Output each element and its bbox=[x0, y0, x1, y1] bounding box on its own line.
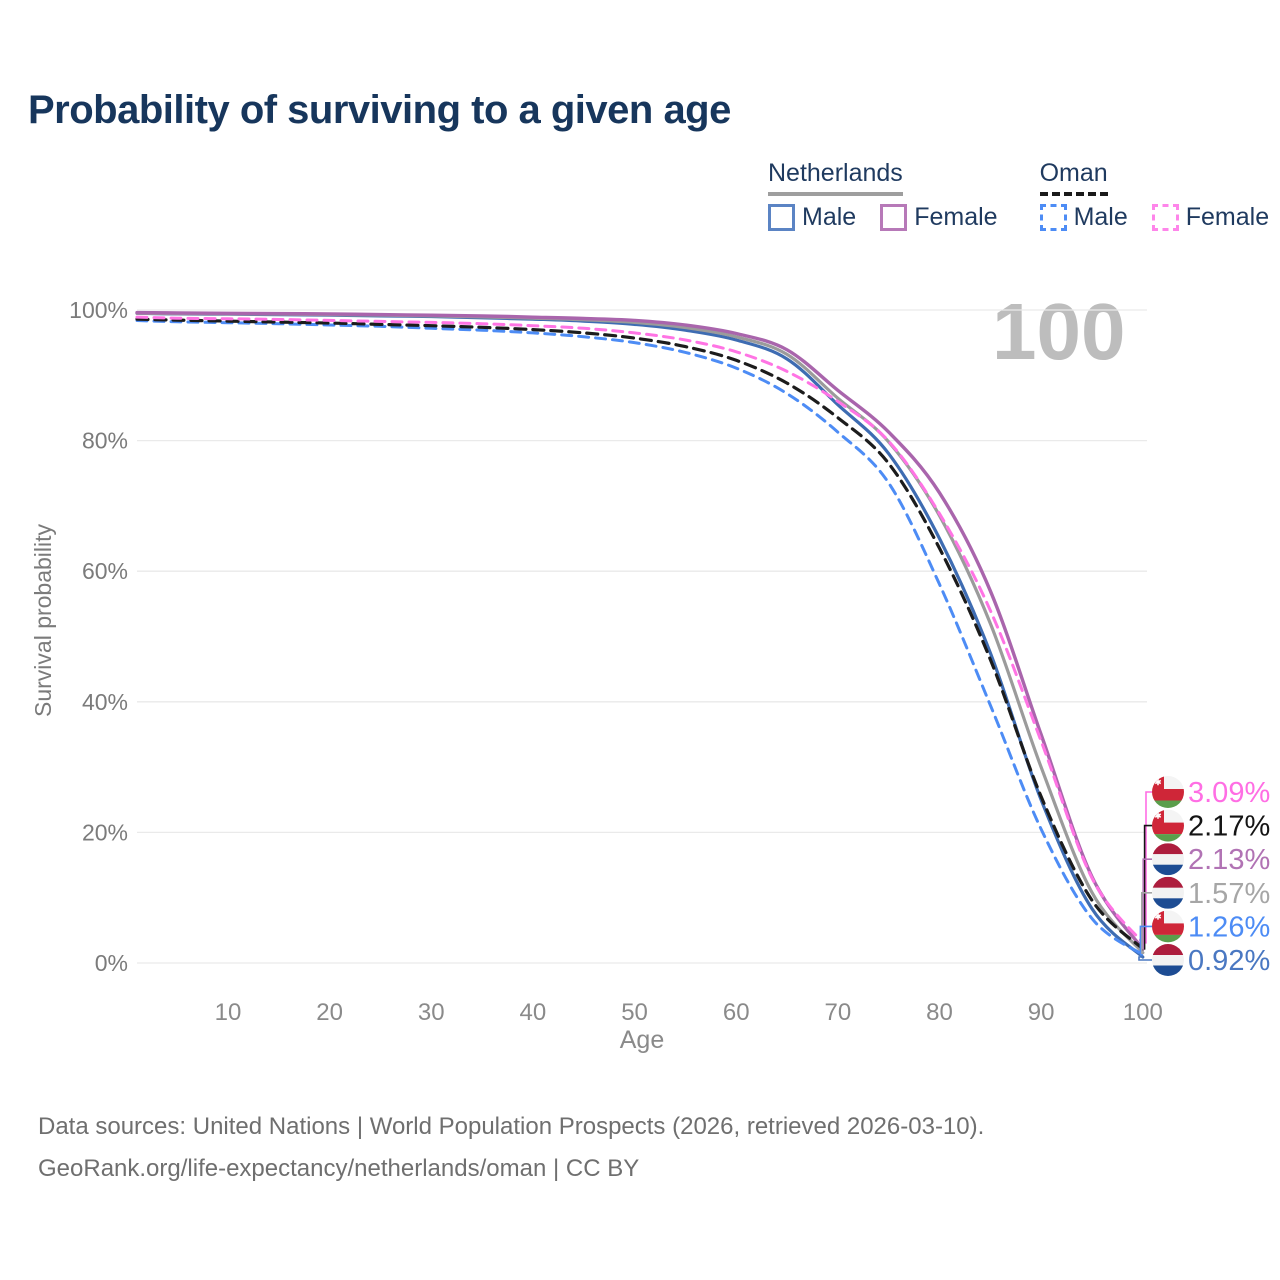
end-label-oman-all: 2.17% bbox=[1188, 811, 1270, 843]
oman-female-swatch-icon bbox=[1151, 203, 1179, 231]
x-tick-label: 90 bbox=[1028, 999, 1055, 1026]
leader-line-netherlands-male bbox=[1138, 956, 1152, 961]
x-tick-label: 10 bbox=[215, 999, 242, 1026]
y-tick-label: 0% bbox=[95, 950, 128, 976]
flag-icon-oman bbox=[1152, 910, 1184, 943]
leader-line-netherlands-all bbox=[1141, 892, 1152, 954]
flag-icon-oman bbox=[1152, 776, 1184, 808]
oman-male-swatch-icon bbox=[1039, 203, 1067, 231]
legend-item-oman-male[interactable]: Male bbox=[1039, 202, 1128, 232]
x-tick-label: 70 bbox=[824, 999, 851, 1026]
footer: Data sources: United Nations | World Pop… bbox=[38, 1106, 984, 1190]
y-tick-label: 100% bbox=[69, 297, 128, 323]
end-label-netherlands-female: 2.13% bbox=[1188, 844, 1270, 876]
flag-icon-netherlands bbox=[1152, 876, 1184, 909]
leader-line-netherlands-female bbox=[1142, 858, 1152, 950]
y-tick-label: 40% bbox=[82, 689, 128, 715]
curve-netherlands-all bbox=[135, 311, 1145, 955]
legend-item-netherlands-female[interactable]: Female bbox=[880, 202, 998, 232]
legend-item-label: Male bbox=[802, 202, 857, 231]
end-label-netherlands-male: 0.92% bbox=[1188, 945, 1270, 977]
x-tick-label: 80 bbox=[926, 999, 953, 1026]
leader-line-oman-all bbox=[1142, 824, 1152, 950]
legend-item-label: Female bbox=[914, 202, 998, 231]
legend-item-label: Female bbox=[1185, 202, 1270, 231]
y-tick-label: 60% bbox=[82, 558, 128, 584]
flag-icon-oman bbox=[1152, 809, 1184, 842]
x-tick-label: 20 bbox=[316, 999, 343, 1026]
y-tick-label: 20% bbox=[82, 819, 128, 845]
chart-title: Probability of surviving to a given age bbox=[28, 88, 731, 132]
legend-item-netherlands-male[interactable]: Male bbox=[768, 203, 856, 232]
legend: Netherlands Male Female Oman Male Female bbox=[768, 159, 1270, 232]
flag-icon-netherlands bbox=[1152, 843, 1184, 876]
y-tick-label: 80% bbox=[82, 428, 128, 454]
legend-group-name-netherlands: Netherlands bbox=[768, 159, 903, 196]
end-label-oman-male: 1.26% bbox=[1188, 911, 1270, 943]
legend-group-netherlands: Netherlands Male Female bbox=[768, 159, 998, 232]
legend-group-oman: Oman Male Female bbox=[1039, 159, 1270, 232]
x-axis-title: Age bbox=[619, 1026, 665, 1054]
x-tick-label: 40 bbox=[520, 999, 547, 1026]
end-label-oman-female: 3.09% bbox=[1188, 777, 1270, 809]
legend-group-name-oman: Oman bbox=[1039, 159, 1108, 196]
curve-netherlands-female bbox=[135, 310, 1145, 951]
x-tick-label: 60 bbox=[723, 999, 750, 1026]
legend-item-oman-female[interactable]: Female bbox=[1151, 202, 1270, 232]
flag-icon-netherlands bbox=[1152, 944, 1184, 976]
footer-attribution: GeoRank.org/life-expectancy/netherlands/… bbox=[38, 1155, 640, 1182]
curve-oman-all bbox=[135, 317, 1145, 951]
leader-line-oman-male bbox=[1139, 925, 1152, 956]
curve-oman-male bbox=[135, 318, 1145, 957]
x-tick-label: 100 bbox=[1123, 999, 1163, 1026]
end-label-netherlands-all: 1.57% bbox=[1188, 878, 1270, 910]
legend-item-label: Male bbox=[1073, 202, 1128, 231]
x-tick-label: 30 bbox=[418, 999, 445, 1026]
netherlands-female-swatch-icon bbox=[880, 203, 908, 231]
curve-netherlands-male bbox=[135, 311, 1145, 959]
x-tick-label: 50 bbox=[621, 999, 648, 1026]
curve-oman-female bbox=[135, 315, 1145, 945]
netherlands-male-swatch-icon bbox=[768, 203, 795, 231]
watermark-age-100: 100 bbox=[992, 287, 1126, 376]
footer-data-sources: Data sources: United Nations | World Pop… bbox=[38, 1113, 985, 1140]
